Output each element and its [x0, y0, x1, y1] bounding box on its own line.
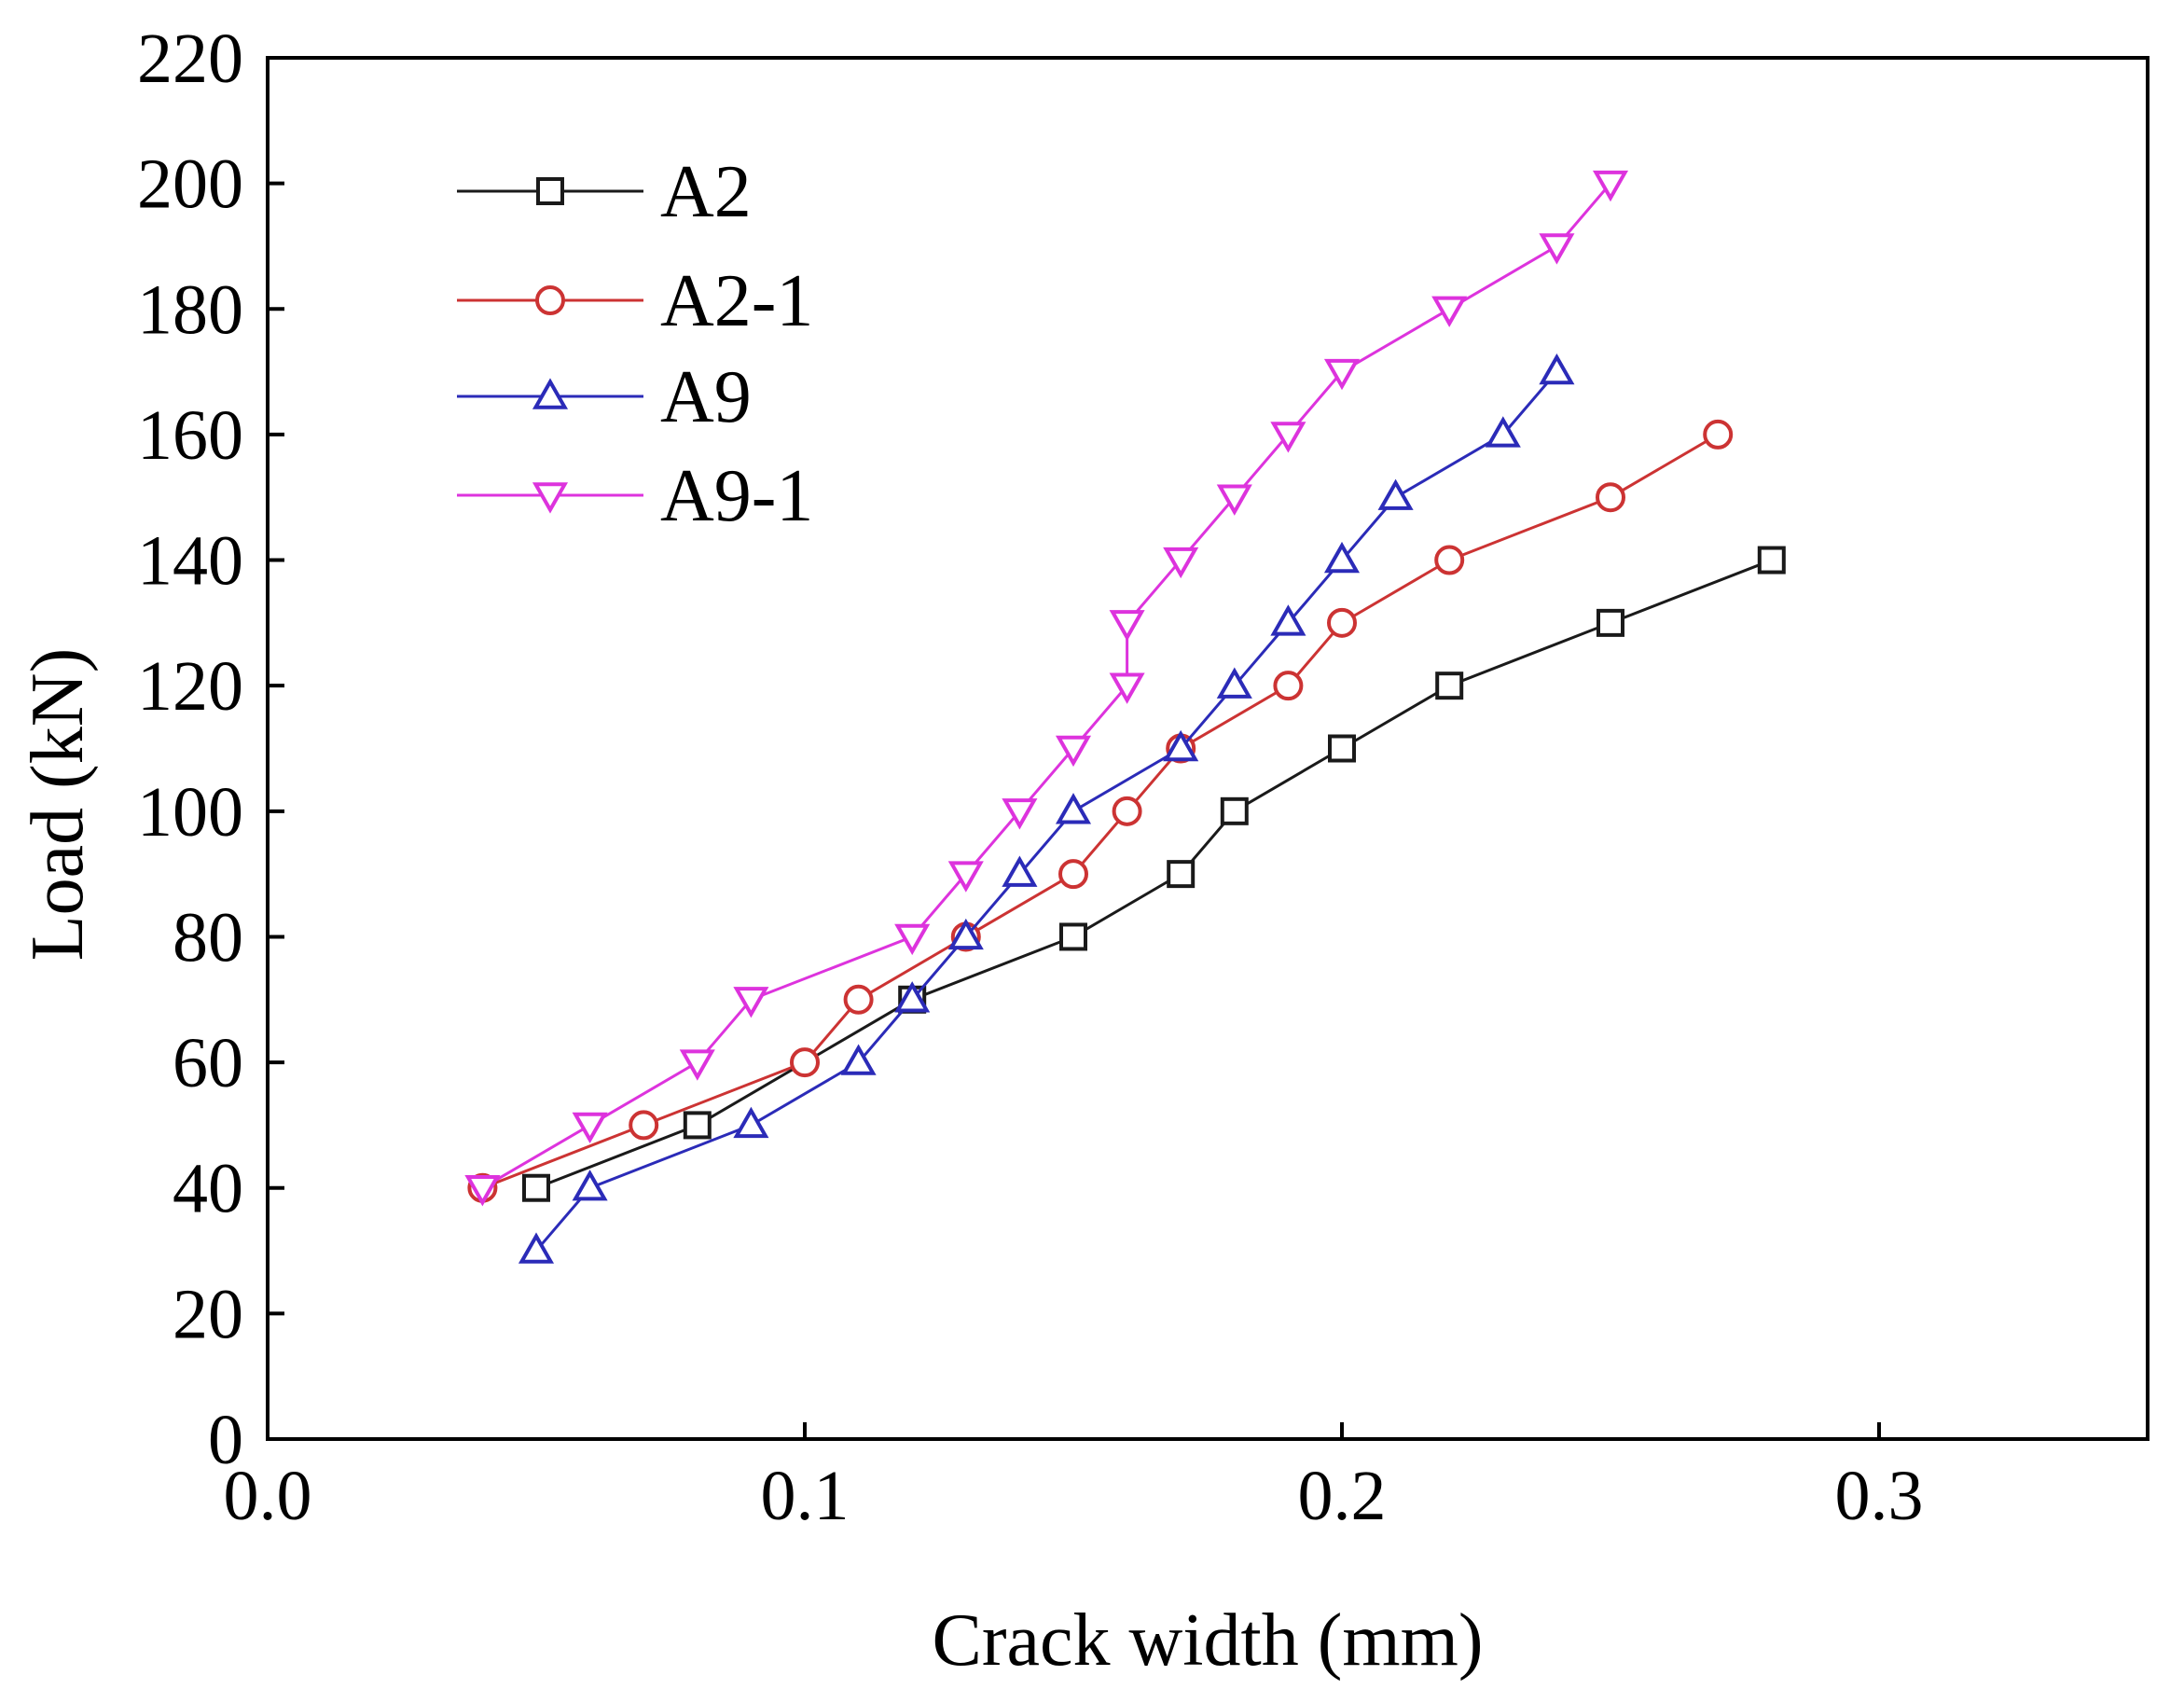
data-point-a9-1 — [1270, 422, 1306, 453]
series-layer — [464, 170, 1786, 1264]
y-tick-label: 120 — [137, 647, 243, 726]
data-point-a2 — [683, 1111, 712, 1140]
legend-item-a2-1: A2-1 — [457, 260, 813, 342]
data-point-a2 — [1597, 608, 1624, 637]
x-tick-label: 0.3 — [1835, 1457, 1924, 1535]
data-point-a9 — [1539, 353, 1575, 385]
legend-marker — [532, 378, 569, 409]
data-point-a9 — [733, 1106, 769, 1139]
data-point-a9-1 — [1216, 484, 1252, 516]
y-tick-label: 40 — [173, 1150, 243, 1228]
data-point-a9 — [518, 1232, 555, 1264]
data-point-a9-1 — [733, 987, 769, 1018]
y-tick-label: 160 — [137, 396, 243, 475]
y-tick-label: 80 — [173, 898, 243, 976]
series-line-a2-1 — [481, 433, 1719, 1190]
legend-marker — [536, 177, 564, 205]
data-point-a9-1 — [679, 1049, 715, 1081]
data-point-a9-1 — [1109, 672, 1145, 704]
data-point-a9 — [840, 1044, 877, 1075]
data-point-a9-1 — [1055, 735, 1092, 768]
legend-item-a9-1: A9-1 — [457, 455, 813, 537]
y-tick-label: 20 — [173, 1275, 243, 1353]
series-a9-1 — [464, 170, 1629, 1207]
data-point-a2-1 — [1703, 419, 1734, 450]
data-point-a2-1 — [1434, 545, 1465, 575]
legend-marker — [535, 285, 565, 315]
data-point-a9 — [1377, 478, 1414, 510]
legend-item-a9: A9 — [457, 356, 752, 438]
data-point-a2 — [1435, 672, 1464, 700]
data-point-a2-1 — [1273, 671, 1304, 701]
x-axis-label: Crack width (mm) — [933, 1599, 1484, 1682]
data-point-a9-1 — [1002, 798, 1038, 830]
data-point-a9-1 — [1323, 358, 1361, 391]
data-point-a9 — [1055, 793, 1092, 824]
data-point-a9 — [947, 918, 984, 950]
data-point-a9-1 — [894, 923, 931, 956]
data-point-a9 — [1270, 604, 1306, 636]
data-point-a2 — [1220, 796, 1249, 825]
data-point-a9 — [894, 981, 931, 1013]
data-point-a2 — [1328, 734, 1356, 763]
data-point-a2-1 — [1327, 607, 1357, 638]
data-point-a9 — [1163, 729, 1199, 762]
data-point-a2 — [1167, 860, 1196, 889]
data-point-a2-1 — [843, 984, 874, 1015]
x-axis-ticks: 0.0 0.1 0.2 0.3 — [224, 1422, 1924, 1535]
data-point-a9-1 — [1539, 233, 1575, 265]
data-point-a9 — [1323, 541, 1361, 574]
data-point-a2 — [1757, 546, 1786, 575]
data-point-a2-1 — [1058, 859, 1088, 890]
legend-item-a2: A2 — [457, 151, 752, 233]
y-tick-label: 140 — [137, 522, 243, 601]
x-tick-label: 0.2 — [1298, 1457, 1387, 1535]
data-point-a9-1 — [464, 1175, 501, 1207]
data-point-a9-1 — [1163, 547, 1199, 579]
data-point-a9 — [572, 1170, 608, 1201]
series-a9 — [518, 353, 1575, 1264]
legend: A2 A2-1 A9 A9-1 — [457, 151, 813, 537]
data-point-a9-1 — [1431, 296, 1468, 327]
data-point-a9 — [1216, 667, 1252, 699]
data-point-a9 — [1002, 855, 1038, 887]
legend-label: A2-1 — [660, 260, 813, 342]
data-point-a9-1 — [572, 1112, 608, 1144]
data-point-a9 — [1485, 416, 1521, 448]
data-point-a2-1 — [1596, 482, 1625, 513]
y-tick-label: 60 — [173, 1024, 243, 1102]
data-point-a9-1 — [947, 861, 984, 893]
data-point-a2 — [1059, 922, 1087, 951]
x-tick-label: 0.1 — [761, 1457, 850, 1535]
y-tick-label: 200 — [137, 145, 243, 224]
y-axis-label: Load (kN) — [17, 648, 99, 961]
y-tick-label: 0 — [208, 1401, 243, 1479]
y-tick-label: 220 — [137, 20, 243, 98]
plot-frame — [266, 56, 2149, 1441]
y-tick-label: 180 — [137, 270, 243, 349]
data-point-a2-1 — [629, 1110, 659, 1141]
series-a2 — [522, 546, 1786, 1202]
y-tick-label: 100 — [137, 773, 243, 852]
x-tick-label: 0.0 — [224, 1457, 312, 1535]
data-point-a2 — [522, 1173, 550, 1202]
y-axis-ticks: 0 20 40 60 80 100 120 140 160 180 200 220 — [137, 20, 284, 1479]
legend-label: A9 — [660, 356, 752, 438]
data-point-a2-1 — [790, 1047, 820, 1078]
data-point-a2-1 — [1112, 796, 1142, 826]
legend-label: A2 — [660, 151, 752, 233]
data-point-a9-1 — [1592, 170, 1629, 202]
data-point-a9-1 — [1109, 610, 1145, 642]
legend-label: A9-1 — [660, 455, 813, 537]
legend-marker — [532, 482, 569, 514]
